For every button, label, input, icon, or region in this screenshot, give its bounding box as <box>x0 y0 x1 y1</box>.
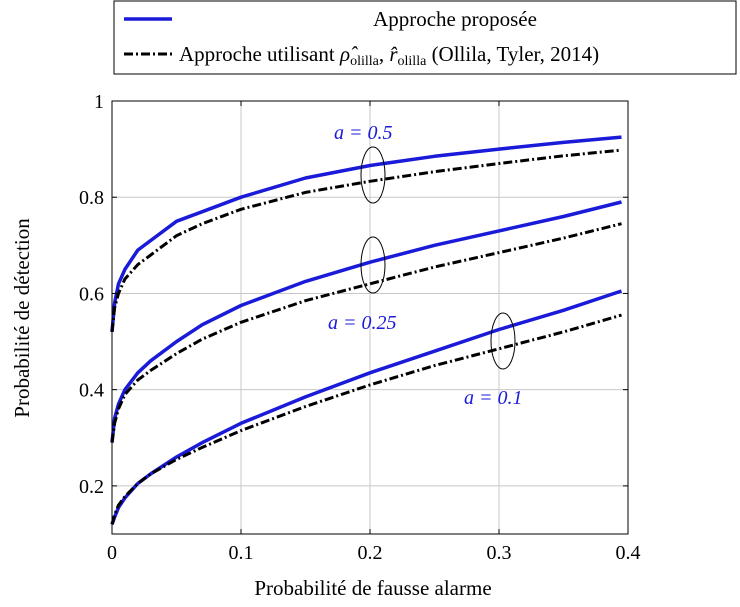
series-line-ollila-1 <box>110 222 622 443</box>
x-tick-label: 0.1 <box>229 542 254 564</box>
y-tick-label: 0.8 <box>79 187 104 209</box>
group-ellipse-a01 <box>490 312 516 370</box>
curves <box>110 135 623 525</box>
x-tick-label: 0.3 <box>487 542 512 564</box>
y-tick-label: 0.4 <box>79 380 104 402</box>
group-ellipse-a025 <box>360 236 386 294</box>
legend-label-proposed: Approche proposée <box>373 7 537 31</box>
y-tick-label: 0.6 <box>79 283 104 305</box>
y-axis-label: Probabilité de détection <box>10 218 34 418</box>
legend: Approche proposée Approche utilisant ρ̂o… <box>113 0 737 75</box>
x-axis-label: Probabilité de fausse alarme <box>254 576 491 600</box>
series-line-ollila-2 <box>110 313 622 525</box>
series-line-proposed-0 <box>110 135 622 333</box>
annotation-a05: a = 0.5 <box>334 122 393 144</box>
tick-labels: 0 0.1 0.2 0.3 0.4 0.2 0.4 0.6 0.8 1 <box>79 91 641 564</box>
x-tick-label: 0.2 <box>358 542 383 564</box>
annotation-a01: a = 0.1 <box>464 387 523 409</box>
grid <box>112 101 628 534</box>
legend-label-ollila: Approche utilisant ρ̂olilla, r̂olilla (O… <box>179 42 599 69</box>
annotation-a025: a = 0.25 <box>328 312 397 334</box>
y-tick-label: 0.2 <box>79 476 104 498</box>
x-tick-label: 0 <box>107 542 117 564</box>
group-ellipse-a05 <box>360 146 386 204</box>
series-line-proposed-1 <box>110 200 622 443</box>
y-tick-label: 1 <box>94 91 104 113</box>
legend-box <box>113 0 737 75</box>
series-line-ollila-0 <box>110 148 622 333</box>
x-tick-label: 0.4 <box>616 542 641 564</box>
